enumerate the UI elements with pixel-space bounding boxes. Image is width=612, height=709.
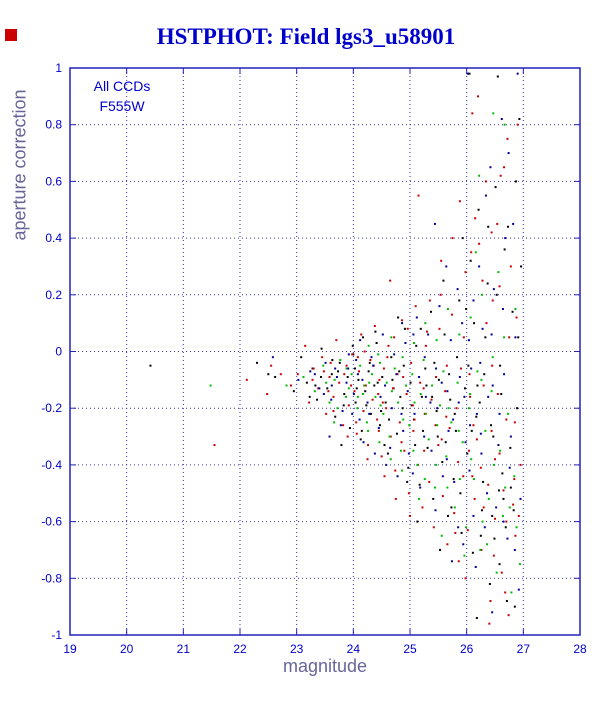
legend-line-ccds: All CCDs xyxy=(93,78,151,94)
y-tick-label: 0.4 xyxy=(45,231,62,245)
plot-title: HSTPHOT: Field lgs3_u58901 xyxy=(156,24,456,49)
x-tick-label: 27 xyxy=(517,642,531,656)
y-tick-label: 1 xyxy=(55,61,62,75)
x-tick-label: 24 xyxy=(347,642,361,656)
plot-border xyxy=(69,67,581,636)
y-tick-label: -0.2 xyxy=(41,401,62,415)
legend: All CCDs F555W xyxy=(80,76,164,116)
tick-labels: 19 20 21 22 23 24 25 26 27 28 1 0.8 0.6 0.4 0.2 0 -0.2 -0… xyxy=(41,61,587,656)
data-points-ccd-blue xyxy=(271,72,522,614)
y-tick-label: 0.6 xyxy=(45,174,62,188)
y-axis-label: aperture correction xyxy=(9,89,30,241)
x-tick-label: 22 xyxy=(233,642,247,656)
x-tick-label: 20 xyxy=(120,642,134,656)
x-tick-label: 25 xyxy=(403,642,417,656)
data-points-ccd-black xyxy=(149,72,523,619)
red-square-marker xyxy=(5,29,17,41)
x-tick-label: 26 xyxy=(460,642,474,656)
y-tick-label: -0.6 xyxy=(41,515,62,529)
x-tick-label: 21 xyxy=(177,642,191,656)
x-tick-label: 28 xyxy=(573,642,587,656)
grid-lines xyxy=(70,68,580,635)
data-points-ccd-red xyxy=(213,95,522,625)
data-points-ccd-green xyxy=(209,112,521,594)
y-tick-label: -0.4 xyxy=(41,458,62,472)
x-axis-label: magnitude xyxy=(282,656,368,676)
y-tick-label: -1 xyxy=(51,628,62,642)
x-tick-label: 23 xyxy=(290,642,304,656)
y-tick-label: -0.8 xyxy=(41,571,62,585)
y-tick-label: 0.2 xyxy=(45,288,62,302)
legend-line-filter: F555W xyxy=(99,98,145,114)
y-tick-label: 0.8 xyxy=(45,118,62,132)
y-tick-label: 0 xyxy=(55,345,62,359)
x-tick-label: 19 xyxy=(63,642,77,656)
